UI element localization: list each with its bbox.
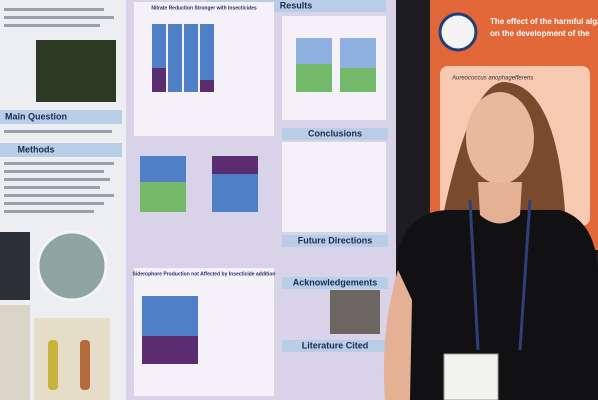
section-title: Main Question <box>5 111 67 121</box>
mini-chart <box>140 156 186 182</box>
tube-photo <box>0 305 30 400</box>
section-title: Results <box>280 0 313 10</box>
section-bar <box>282 340 388 352</box>
arm <box>383 270 412 400</box>
section-bar <box>282 128 388 140</box>
lab-photo <box>0 232 30 300</box>
section-title: Methods <box>18 144 55 154</box>
lanyard <box>468 199 532 351</box>
neck <box>478 182 522 224</box>
section-bar <box>0 143 122 157</box>
section-title: Literature Cited <box>302 340 369 350</box>
mini-chart <box>340 38 376 68</box>
mini-chart <box>142 336 198 364</box>
panel-title: Nitrate Reduction Stronger with Insectic… <box>151 5 257 11</box>
section-title: Acknowledgements <box>293 277 378 287</box>
logo <box>438 12 478 52</box>
section-bar <box>0 110 122 124</box>
mini-chart <box>142 296 198 336</box>
poster-title: The effect of the harmful algal species <box>490 17 598 26</box>
tube <box>80 340 90 390</box>
group-photo <box>330 290 380 334</box>
section-title: Conclusions <box>308 128 362 138</box>
panel <box>282 142 386 232</box>
poster-subtitle: on the development of the <box>490 29 590 38</box>
mini-chart <box>212 156 258 174</box>
badge <box>443 353 499 400</box>
section-bar <box>282 277 388 289</box>
mini-chart <box>296 38 332 64</box>
mini-chart <box>152 24 214 92</box>
panel-title: Siderophore Production not Affected by I… <box>133 271 276 277</box>
plant-photo <box>36 40 116 102</box>
section-bar <box>282 235 388 247</box>
section-title: Future Directions <box>298 235 373 245</box>
box-title: Aureococcus anophagefferens <box>451 76 533 82</box>
petri-dish <box>36 230 108 302</box>
tube-photo <box>34 318 110 400</box>
tube <box>48 340 58 390</box>
text-lines <box>4 8 114 213</box>
shirt <box>390 210 598 400</box>
face <box>466 92 534 184</box>
